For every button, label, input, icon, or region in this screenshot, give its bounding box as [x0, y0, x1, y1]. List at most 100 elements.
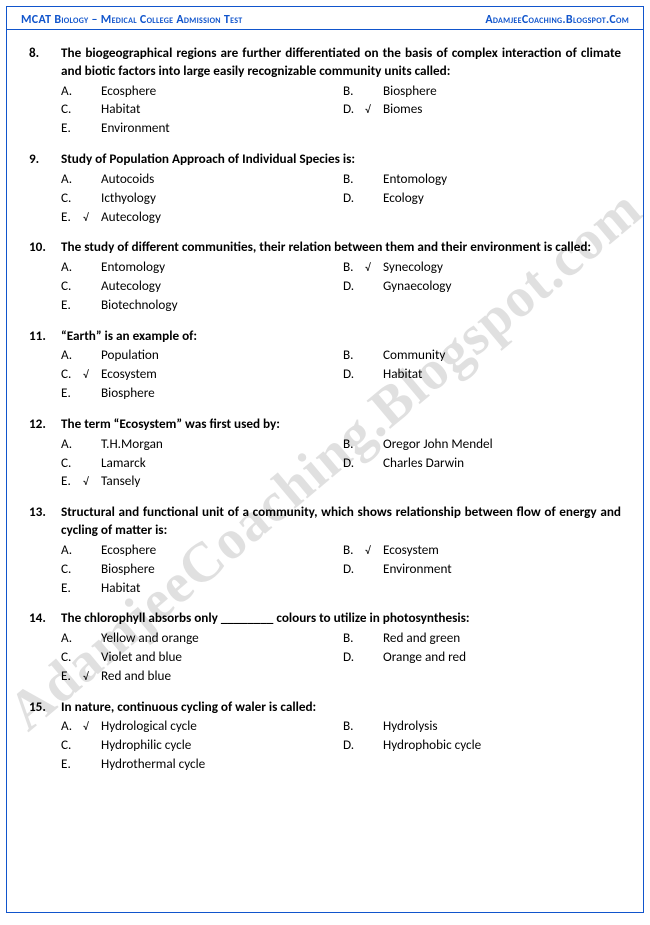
options-grid: A.EcosphereB.BiosphereC.HabitatD.√Biomes… — [61, 82, 621, 137]
check-icon: √ — [83, 670, 101, 685]
option: D.√Biomes — [343, 100, 621, 118]
option-text: Red and blue — [101, 667, 621, 685]
question-number: 14. — [29, 609, 61, 627]
option: D. Habitat — [343, 365, 621, 383]
option-letter: B. — [343, 541, 365, 559]
option: A. Population — [61, 346, 339, 364]
option: B.Biosphere — [343, 82, 621, 100]
option-text: Biosphere — [101, 384, 621, 402]
options-grid: A. T.H.MorganB. Oregor John Mendel C.Lamarc… — [61, 435, 621, 490]
option: E.Environment — [61, 119, 621, 137]
option-text: Icthyology — [101, 189, 339, 207]
question-row: 9.Study of Population Approach of Indivi… — [29, 150, 621, 168]
option-letter: B. — [343, 346, 365, 364]
option-text: T.H.Morgan — [101, 435, 339, 453]
option-letter: C. — [61, 189, 83, 207]
check-icon: √ — [83, 368, 101, 383]
option-letter: E. — [61, 296, 83, 314]
check-icon: √ — [365, 544, 383, 559]
question-number: 13. — [29, 503, 61, 521]
question-text: In nature, continuous cycling of waler i… — [61, 698, 621, 716]
option: C.Habitat — [61, 100, 339, 118]
option: D. Charles Darwin — [343, 454, 621, 472]
option: C. Icthyology — [61, 189, 339, 207]
question-row: 11.“Earth” is an example of: — [29, 327, 621, 345]
option: B.Red and green — [343, 629, 621, 647]
option-text: Biotechnology — [101, 296, 621, 314]
option-text: Population — [101, 346, 339, 364]
option-letter: B. — [343, 435, 365, 453]
option: E.Habitat — [61, 579, 621, 597]
option: B.√Synecology — [343, 258, 621, 276]
option-letter: E. — [61, 384, 83, 402]
option: D.Environment — [343, 560, 621, 578]
option-letter: E. — [61, 667, 83, 685]
option-text: Biomes — [383, 100, 621, 118]
option: E. Biosphere — [61, 384, 621, 402]
options-grid: A.AutocoidsB.EntomologyC.IcthyologyD.Eco… — [61, 170, 621, 225]
options-grid: A.EcosphereB.√EcosystemC.BiosphereD.Envi… — [61, 541, 621, 596]
question-text: Study of Population Approach of Individu… — [61, 150, 621, 168]
option-letter: D. — [343, 100, 365, 118]
option-text: Ecosystem — [101, 365, 339, 383]
question: 11.“Earth” is an example of:A. Population… — [29, 327, 621, 402]
header-right: AdamjeeCoaching.Blogspot.Com — [485, 13, 629, 27]
option-letter: B. — [343, 170, 365, 188]
option-letter: A. — [61, 717, 83, 735]
option-text: Biosphere — [383, 82, 621, 100]
question-number: 10. — [29, 238, 61, 256]
option-letter: D. — [343, 454, 365, 472]
option-letter: A. — [61, 629, 83, 647]
option: E. Hydrothermal cycle — [61, 755, 621, 773]
option-text: Community — [383, 346, 621, 364]
option-letter: C. — [61, 648, 83, 666]
option-text: Tansely — [101, 472, 621, 490]
option-text: Charles Darwin — [383, 454, 621, 472]
option: E. Biotechnology — [61, 296, 621, 314]
option-letter: B. — [343, 629, 365, 647]
question-number: 9. — [29, 150, 61, 168]
option-letter: C. — [61, 365, 83, 383]
check-icon: √ — [83, 475, 101, 490]
option: B.Hydrolysis — [343, 717, 621, 735]
check-icon: √ — [365, 261, 383, 276]
option-letter: C. — [61, 454, 83, 472]
option-text: Oregor John Mendel — [383, 435, 621, 453]
option: A.Entomology — [61, 258, 339, 276]
option-text: Hydrophobic cycle — [383, 736, 621, 754]
options-grid: A.Yellow and orangeB.Red and greenC.Viol… — [61, 629, 621, 684]
question-row: 15.In nature, continuous cycling of wale… — [29, 698, 621, 716]
option-text: Violet and blue — [101, 648, 339, 666]
option-letter: D. — [343, 365, 365, 383]
option: E.√Autecology — [61, 208, 621, 226]
option-letter: A. — [61, 435, 83, 453]
option-letter: A. — [61, 82, 83, 100]
option-text: Entomology — [101, 258, 339, 276]
question-text: The term “Ecosystem” was first used by: — [61, 415, 621, 433]
option-text: Hydrothermal cycle — [101, 755, 621, 773]
option-text: Orange and red — [383, 648, 621, 666]
option-text: Environment — [101, 119, 621, 137]
check-icon: √ — [83, 211, 101, 226]
questions-container: 8.The biogeographical regions are furthe… — [7, 30, 643, 796]
option-letter: A. — [61, 346, 83, 364]
option-letter: C. — [61, 736, 83, 754]
option-text: Synecology — [383, 258, 621, 276]
question-text: “Earth” is an example of: — [61, 327, 621, 345]
options-grid: A.EntomologyB.√SynecologyC.AutecologyD.G… — [61, 258, 621, 313]
question: 10.The study of different communities, t… — [29, 238, 621, 313]
option-letter: D. — [343, 648, 365, 666]
option-text: Autocoids — [101, 170, 339, 188]
check-icon: √ — [83, 720, 101, 735]
option-text: Ecosphere — [101, 541, 339, 559]
option-text: Habitat — [383, 365, 621, 383]
option-letter: E. — [61, 755, 83, 773]
option-letter: C. — [61, 100, 83, 118]
option: C.Lamarck — [61, 454, 339, 472]
question-row: 13.Structural and functional unit of a c… — [29, 503, 621, 539]
option-letter: D. — [343, 189, 365, 207]
page-header: MCAT Biology – Medical College Admission… — [7, 7, 643, 30]
option-text: Hydrolysis — [383, 717, 621, 735]
question-text: The study of different communities, thei… — [61, 238, 621, 256]
question: 9.Study of Population Approach of Indivi… — [29, 150, 621, 225]
